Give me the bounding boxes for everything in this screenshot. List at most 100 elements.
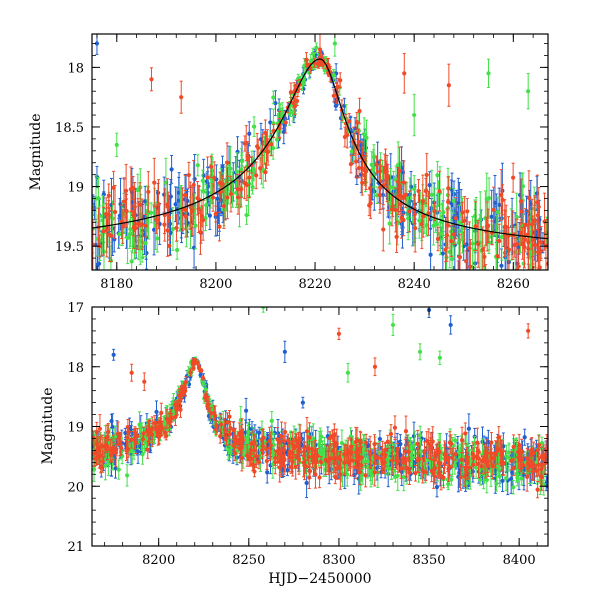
bottom-blue-data-point [509,476,514,481]
top-red-data-point [464,259,469,264]
top-red-data-point [460,210,465,215]
top-red-data-point [497,238,502,244]
top-green-data-point [514,214,519,220]
top-green-data-point [170,226,176,232]
top-blue-data-point [440,251,445,256]
top-red-data-point [183,214,188,219]
top-red-data-point [394,234,399,239]
top-blue-data-point [215,196,220,201]
top-red-data-point [124,208,129,214]
top-red-data-point [295,98,300,104]
bottom-blue-data-point [244,408,249,413]
top-red-data-point [485,223,491,228]
top-y-tick-label: 19 [67,181,84,196]
top-red-data-point [112,209,118,215]
top-red-data-point [356,165,362,171]
top-blue-data-point [497,202,502,208]
top-red-data-point [217,224,222,229]
top-red-data-point [398,202,403,207]
top-red-data-point [186,173,191,178]
top-red-data-point [146,189,151,194]
top-red-data-point [224,160,230,165]
top-red-data-point [449,239,454,244]
top-blue-data-point [96,261,102,266]
top-blue-data-point [380,192,386,197]
top-red-data-point [456,270,460,274]
top-red-data-point [519,209,524,214]
top-red-data-point [331,93,336,98]
top-green-data-point [435,222,440,227]
top-y-tick-label: 19.5 [55,240,84,255]
bottom-blue-data-point [448,322,453,328]
top-red-data-point [210,195,216,200]
top-green-data-point [135,188,140,193]
top-green-data-point [417,218,422,223]
top-green-data-point [486,196,492,201]
top-red-data-point [393,207,398,213]
top-red-data-point [435,236,441,242]
top-red-data-point [529,222,535,227]
top-green-data-point [470,241,475,246]
top-red-data-point [443,247,448,252]
top-y-tick-label: 18.5 [55,121,84,136]
top-red-data-point [149,77,154,82]
top-red-data-point [137,202,143,207]
top-red-data-point [368,186,373,191]
top-red-data-point [317,47,323,52]
top-red-data-point [445,223,450,228]
top-red-data-point [476,241,481,247]
top-red-data-point [213,211,218,217]
top-red-data-point [220,181,225,187]
top-red-data-point [426,211,431,216]
top-red-data-point [423,188,429,194]
top-blue-data-point [273,101,278,106]
top-blue-data-point [207,213,212,218]
top-green-data-point [195,163,200,168]
bottom-blue-data-point [377,436,382,442]
top-red-data-point [225,195,230,200]
top-red-data-point [106,193,111,198]
top-red-data-point [198,230,203,235]
top-red-data-point [362,173,367,178]
top-red-data-point [374,162,379,167]
top-red-data-point [239,187,244,192]
top-red-data-point [342,134,348,140]
top-red-data-point [174,225,179,231]
top-red-data-point [473,224,478,229]
top-red-data-point [228,191,234,197]
top-red-data-point [516,264,521,269]
top-red-data-point [491,207,496,213]
top-green-data-point [143,241,148,246]
top-red-data-point [378,185,383,191]
bottom-blue-data-point [111,352,116,357]
top-red-data-point [390,204,395,209]
top-y-axis-label: Magnitude [28,113,44,190]
top-red-data-point [245,157,251,162]
top-green-data-point [362,132,367,137]
top-green-data-point [145,201,150,207]
top-red-data-point [109,233,114,239]
top-red-data-point [396,193,401,199]
top-red-data-point [534,276,538,280]
top-green-data-point [526,89,531,94]
top-red-data-point [305,62,310,67]
top-green-data-point [435,173,440,178]
top-green-data-point [364,135,369,140]
top-red-data-point [453,216,458,221]
top-red-data-point [360,180,365,185]
top-red-data-point [291,101,296,106]
top-red-data-point [444,233,450,238]
top-red-data-point [212,175,217,180]
top-green-data-point [204,202,209,208]
top-red-data-point [135,221,141,227]
top-blue-data-point [169,167,174,172]
bottom-blue-data-point [113,466,118,471]
top-blue-data-point [489,214,494,219]
top-blue-data-point [428,252,433,257]
top-red-data-point [354,120,359,125]
top-plot-frame [91,33,549,271]
top-green-data-point [96,195,101,201]
top-blue-data-point [333,103,338,108]
top-red-data-point [201,218,206,223]
top-red-data-point [357,108,362,114]
